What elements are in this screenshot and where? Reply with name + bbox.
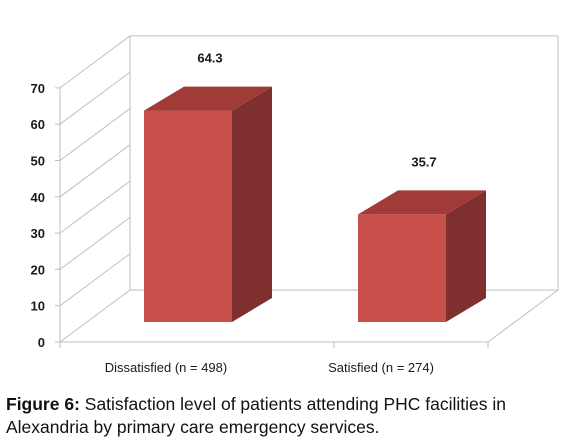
y-tick-label: 70 bbox=[31, 81, 45, 96]
y-tick-label: 20 bbox=[31, 262, 45, 277]
bar-chart: 0 10 20 30 40 50 60 70 64.3 Dissatisfied (n = 49… bbox=[31, 35, 559, 375]
y-depth-line bbox=[59, 216, 131, 270]
y-axis-ticks: 0 10 20 30 40 50 60 70 bbox=[31, 35, 489, 350]
y-tick-label: 30 bbox=[31, 226, 45, 241]
x-category-label: Satisfied (n = 274) bbox=[328, 360, 434, 375]
y-tick-label: 10 bbox=[31, 299, 45, 314]
bars bbox=[144, 86, 486, 322]
caption-text: Satisfaction level of patients attending… bbox=[6, 394, 506, 437]
y-tick-label: 40 bbox=[31, 190, 45, 205]
y-depth-line bbox=[59, 108, 131, 161]
y-tick-label: 0 bbox=[38, 335, 45, 350]
bar-top-face bbox=[358, 190, 486, 215]
y-depth-line bbox=[59, 35, 131, 89]
caption-label: Figure 6: bbox=[6, 394, 80, 414]
x-category-label: Dissatisfied (n = 498) bbox=[105, 360, 227, 375]
y-tick-label: 60 bbox=[31, 117, 45, 132]
bar-side-face bbox=[232, 86, 272, 322]
bar bbox=[358, 190, 486, 322]
bar-front-face bbox=[144, 110, 232, 322]
y-depth-line bbox=[59, 144, 131, 198]
y-depth-line bbox=[59, 71, 131, 125]
y-depth-line bbox=[59, 289, 131, 343]
y-tick-label: 50 bbox=[31, 154, 45, 169]
bar bbox=[144, 86, 272, 322]
bar-data-label: 35.7 bbox=[411, 154, 436, 169]
figure-caption: Figure 6: Satisfaction level of patients… bbox=[6, 393, 578, 439]
bar-front-face bbox=[358, 214, 446, 322]
labels: 64.3 Dissatisfied (n = 498) 35.7 Satisfied … bbox=[105, 51, 437, 375]
bar-side-face bbox=[446, 190, 486, 322]
y-depth-line bbox=[59, 253, 131, 307]
bar-data-label: 64.3 bbox=[197, 51, 222, 66]
bar-top-face bbox=[144, 86, 272, 111]
y-depth-line bbox=[59, 180, 131, 234]
floor-right-edge bbox=[487, 289, 559, 343]
